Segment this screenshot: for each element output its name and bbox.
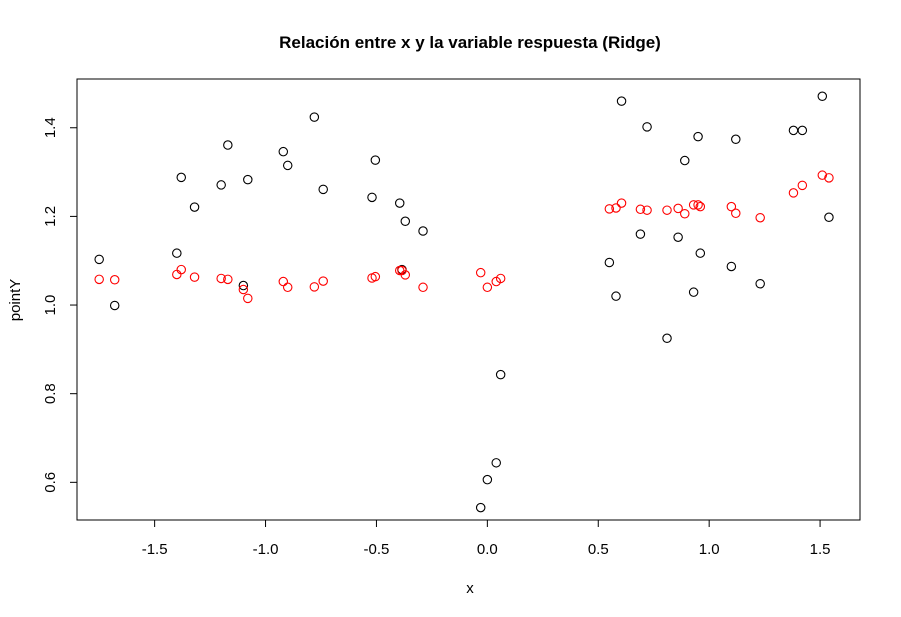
x-tick-label: 0.5 [588, 541, 609, 558]
fitted-point [243, 293, 253, 304]
observed-point [172, 248, 182, 258]
observed-point [611, 291, 621, 301]
y-axis-label: pointY [7, 279, 24, 322]
observed-point [797, 125, 808, 136]
x-axis-label: x [466, 580, 474, 597]
observed-point [318, 184, 328, 195]
x-tick-label: 0.0 [477, 541, 498, 558]
observed-point [94, 254, 104, 265]
observed-point [370, 155, 381, 165]
observed-point [491, 458, 501, 468]
x-axis: -1.5 -1.0 -0.5 0.0 0.5 1.0 1.5 [142, 519, 831, 558]
observed-point [635, 229, 646, 239]
fitted-point [282, 282, 293, 293]
observed-point [309, 112, 320, 122]
observed-point [278, 146, 289, 157]
observed-point [688, 287, 699, 297]
fitted-point [400, 270, 411, 280]
observed-point [824, 212, 834, 223]
observed-point [216, 180, 226, 190]
y-axis: 0.6 0.8 1.0 1.2 1.4 [42, 117, 78, 493]
fitted-point [695, 201, 706, 212]
observed-point [695, 248, 706, 258]
observed-point [693, 131, 703, 142]
fitted-point [216, 273, 226, 284]
observed-point [482, 474, 493, 485]
observed-point [418, 226, 428, 236]
y-tick-label: 1.0 [42, 295, 59, 316]
observed-point [238, 280, 249, 291]
observed-point [495, 369, 506, 380]
observed-point [475, 502, 486, 513]
fitted-point [238, 284, 249, 295]
x-tick-label: 1.0 [699, 541, 720, 558]
x-tick-label: -0.5 [364, 541, 390, 558]
observed-point [109, 300, 120, 311]
fitted-point [688, 200, 699, 210]
fitted-point [755, 212, 765, 223]
observed-point [755, 279, 765, 289]
fitted-point [278, 276, 289, 287]
observed-point [673, 232, 683, 242]
fitted-point [189, 272, 200, 282]
observed-point [282, 160, 293, 171]
fitted-point [418, 282, 428, 293]
fitted-point [662, 205, 672, 215]
observed-point [642, 122, 652, 132]
observed-point [400, 216, 411, 227]
fitted-point [318, 276, 328, 286]
y-tick-label: 0.8 [42, 383, 59, 404]
fitted-point [604, 204, 615, 214]
fitted-point [673, 203, 683, 214]
fitted-point [797, 180, 808, 191]
fitted-point [788, 188, 799, 198]
fitted-point [616, 198, 627, 208]
y-tick-label: 0.6 [42, 472, 59, 493]
data-points [94, 91, 834, 513]
observed-point [367, 192, 377, 203]
observed-point [726, 261, 737, 272]
plot-frame [76, 78, 861, 521]
fitted-point [693, 200, 703, 210]
observed-point [616, 96, 627, 106]
fitted-point [370, 271, 381, 282]
observed-point [817, 91, 828, 102]
fitted-point [172, 269, 182, 280]
fitted-point [94, 274, 104, 285]
fitted-point [309, 282, 320, 292]
observed-point [189, 202, 200, 212]
fitted-point [817, 170, 828, 180]
x-tick-label: 1.5 [810, 541, 831, 558]
y-tick-label: 1.4 [42, 117, 59, 138]
fitted-point [611, 203, 621, 213]
fitted-point [731, 208, 741, 219]
chart-title: Relación entre x y la variable respuesta… [279, 33, 661, 52]
y-tick-label: 1.2 [42, 206, 59, 227]
observed-point [604, 257, 615, 268]
fitted-point [176, 264, 187, 275]
fitted-point [109, 275, 120, 285]
x-tick-label: -1.0 [253, 541, 279, 558]
fitted-point [824, 173, 834, 183]
observed-point [731, 134, 741, 145]
observed-point [394, 198, 405, 208]
observed-point [176, 172, 187, 183]
fitted-point [495, 273, 506, 284]
fitted-point [475, 267, 486, 278]
observed-point [788, 125, 799, 136]
fitted-point [482, 282, 493, 293]
observed-point [662, 333, 672, 344]
fitted-point [726, 201, 737, 212]
observed-point [243, 174, 253, 185]
fitted-point [635, 204, 646, 215]
fitted-point [642, 205, 652, 215]
fitted-point [223, 274, 233, 285]
observed-point [680, 155, 690, 166]
x-tick-label: -1.5 [142, 541, 168, 558]
fitted-point [680, 208, 690, 219]
observed-point [223, 140, 233, 150]
